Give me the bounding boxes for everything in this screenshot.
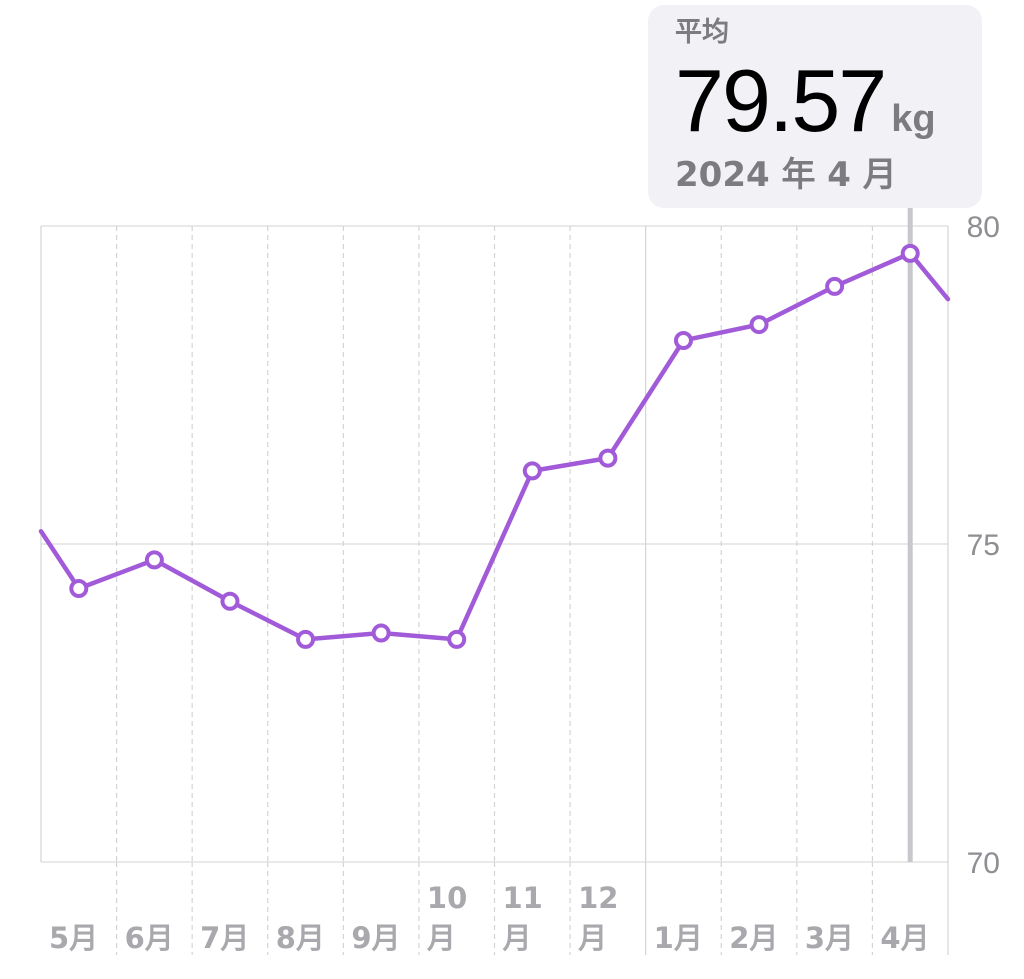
- y-tick-label: 80: [967, 211, 1000, 244]
- weight-series: [38, 243, 951, 649]
- series-line: [38, 251, 951, 642]
- data-point: [296, 629, 316, 649]
- x-tick-label: 5月: [49, 921, 98, 955]
- x-axis-ticks: 5月 6月 7月 8月 9月 10 月 11 月 12 月 1月 2月 3月 4月: [49, 881, 930, 955]
- average-value-row: 79.57 kg: [675, 57, 982, 145]
- average-tooltip: 平均 79.57 kg 2024 年 4 月: [648, 5, 982, 208]
- data-point: [522, 461, 542, 481]
- x-tick-label: 10 月: [426, 881, 467, 955]
- data-point: [371, 623, 391, 643]
- x-tick-label: 2月: [729, 921, 778, 955]
- y-tick-label: 75: [967, 529, 1000, 562]
- x-tick-label: 12 月: [577, 881, 618, 955]
- x-tick-label: 7月: [200, 921, 249, 955]
- data-point: [749, 315, 769, 335]
- data-point: [220, 591, 240, 611]
- x-tick-label: 8月: [276, 921, 325, 955]
- x-tick-label: 3月: [805, 921, 854, 955]
- x-tick-label: 1月: [654, 921, 703, 955]
- data-point: [447, 629, 467, 649]
- y-tick-label: 70: [967, 847, 1000, 880]
- x-tick-label: 6月: [125, 921, 174, 955]
- data-point: [900, 243, 920, 263]
- average-date: 2024 年 4 月: [675, 155, 897, 195]
- data-point: [825, 276, 845, 296]
- y-axis-ticks: 80 75 70: [967, 211, 1000, 880]
- data-point: [69, 579, 89, 599]
- x-tick-label: 11 月: [502, 881, 543, 955]
- data-point: [598, 448, 618, 468]
- average-value: 79.57: [675, 51, 887, 150]
- average-label: 平均: [675, 17, 729, 48]
- x-tick-label: 9月: [351, 921, 400, 955]
- unit-label: kg: [891, 98, 936, 140]
- data-point: [673, 330, 693, 350]
- grid: [40, 206, 949, 955]
- x-tick-label: 4月: [880, 921, 929, 955]
- data-point: [144, 550, 164, 570]
